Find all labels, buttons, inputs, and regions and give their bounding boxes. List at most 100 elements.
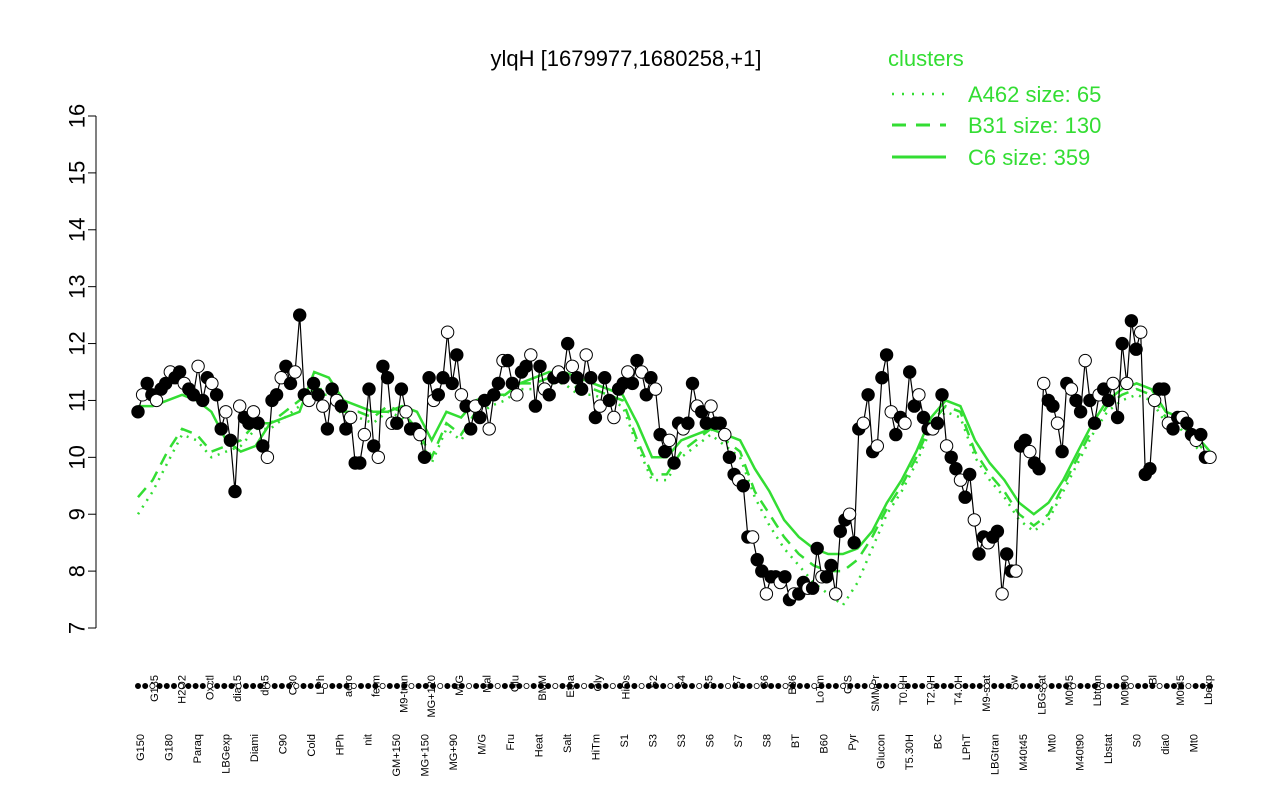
- x-tick-marker: [940, 683, 947, 690]
- data-point: [191, 359, 205, 373]
- data-point: [233, 399, 247, 413]
- data-point: [260, 450, 275, 464]
- x-tick-marker: [818, 683, 825, 690]
- data-point: [487, 388, 501, 402]
- x-tick-marker: [350, 683, 357, 690]
- x-tick-marker: [804, 683, 811, 690]
- x-tick-marker: [1084, 683, 1091, 690]
- x-tick-marker: [264, 683, 271, 690]
- x-tick-marker: [437, 683, 444, 690]
- data-series: [131, 308, 1217, 607]
- data-point: [1023, 444, 1037, 459]
- data-point: [214, 422, 228, 436]
- data-point: [584, 371, 598, 385]
- band-a462: [136, 382, 1211, 608]
- legend-label-c6: C6 size: 359: [968, 145, 1090, 170]
- legend-label-a462: A462 size: 65: [968, 82, 1101, 107]
- x-tick-label: MG+90: [448, 734, 460, 770]
- x-tick-marker: [1034, 683, 1041, 690]
- data-point: [570, 371, 584, 385]
- x-tick-label: Glucon: [875, 734, 887, 769]
- x-tick-marker: [523, 683, 530, 690]
- x-tick-marker: [487, 683, 494, 690]
- x-tick-marker: [696, 683, 703, 690]
- x-tick-marker: [573, 683, 580, 690]
- x-tick-marker: [588, 683, 595, 690]
- data-point: [413, 427, 427, 442]
- data-point: [246, 405, 261, 419]
- x-tick-label: S3: [676, 734, 688, 747]
- data-point: [607, 410, 621, 425]
- x-tick-marker: [746, 683, 753, 690]
- data-point: [1055, 444, 1069, 459]
- data-point: [574, 382, 589, 396]
- data-point: [464, 422, 478, 436]
- x-tick-marker: [552, 683, 559, 690]
- x-tick-marker: [868, 683, 875, 690]
- data-point: [1073, 405, 1088, 419]
- x-tick-label: Pyr: [847, 734, 859, 751]
- x-tick-marker: [221, 683, 228, 690]
- x-tick-marker: [660, 683, 667, 690]
- data-point: [1064, 382, 1079, 396]
- x-tick-marker: [854, 683, 861, 690]
- x-tick-label: LBGtran: [989, 734, 1001, 775]
- data-point: [367, 439, 381, 453]
- x-tick-label: G180: [163, 734, 175, 761]
- y-tick-label: 10: [65, 445, 90, 469]
- data-point: [1009, 564, 1023, 578]
- x-tick-marker: [703, 683, 710, 690]
- data-point: [491, 376, 506, 391]
- x-tick-marker: [595, 683, 602, 690]
- x-tick-marker: [768, 683, 775, 690]
- x-tick-label: T0.0H: [898, 675, 910, 705]
- data-point: [293, 308, 307, 322]
- data-point: [625, 376, 640, 391]
- x-tick-marker: [1163, 683, 1170, 690]
- x-tick-label: G135: [149, 675, 161, 702]
- x-tick-marker: [156, 683, 163, 690]
- legend: clusters A462 size: 65 B31 size: 130 C6 …: [888, 46, 1101, 170]
- x-tick-marker: [1019, 683, 1026, 690]
- data-point: [847, 536, 861, 550]
- data-point: [288, 365, 302, 379]
- x-tick-marker: [530, 683, 537, 690]
- x-tick-label: S7: [733, 734, 745, 747]
- x-tick-marker: [199, 683, 206, 690]
- x-tick-label: S1: [619, 734, 631, 747]
- y-tick-label: 7: [65, 622, 90, 634]
- x-tick-label: Cold: [306, 734, 318, 757]
- x-tick-marker: [501, 683, 508, 690]
- x-tick-marker: [365, 683, 372, 690]
- x-tick-label: M40t90: [1075, 734, 1087, 771]
- x-tick-label: Mt0: [1189, 734, 1201, 752]
- x-tick-marker: [516, 683, 523, 690]
- x-tick-marker: [581, 683, 588, 690]
- data-point: [870, 439, 884, 453]
- x-tick-marker: [336, 683, 343, 690]
- x-tick-marker: [206, 683, 213, 690]
- x-tick-marker: [545, 683, 552, 690]
- data-point: [842, 507, 857, 521]
- data-point: [473, 410, 487, 425]
- x-tick-marker: [904, 683, 911, 690]
- x-tick-marker: [537, 683, 544, 690]
- x-tick-label: M9-tran: [398, 675, 410, 713]
- x-tick-marker: [789, 683, 796, 690]
- x-tick-label: B60: [818, 734, 830, 754]
- x-tick-marker: [228, 683, 235, 690]
- x-tick-marker: [667, 683, 674, 690]
- x-tick-marker: [984, 683, 991, 690]
- x-tick-marker: [235, 683, 242, 690]
- data-point: [944, 450, 958, 464]
- x-tick-marker: [343, 683, 350, 690]
- x-tick-marker: [465, 683, 472, 690]
- data-point: [916, 410, 931, 425]
- data-point: [1115, 336, 1129, 351]
- data-point: [316, 399, 330, 413]
- y-tick-label: 12: [65, 331, 90, 355]
- data-point: [172, 365, 187, 379]
- x-tick-marker: [1135, 683, 1142, 690]
- data-point: [524, 348, 538, 362]
- data-point: [501, 353, 515, 368]
